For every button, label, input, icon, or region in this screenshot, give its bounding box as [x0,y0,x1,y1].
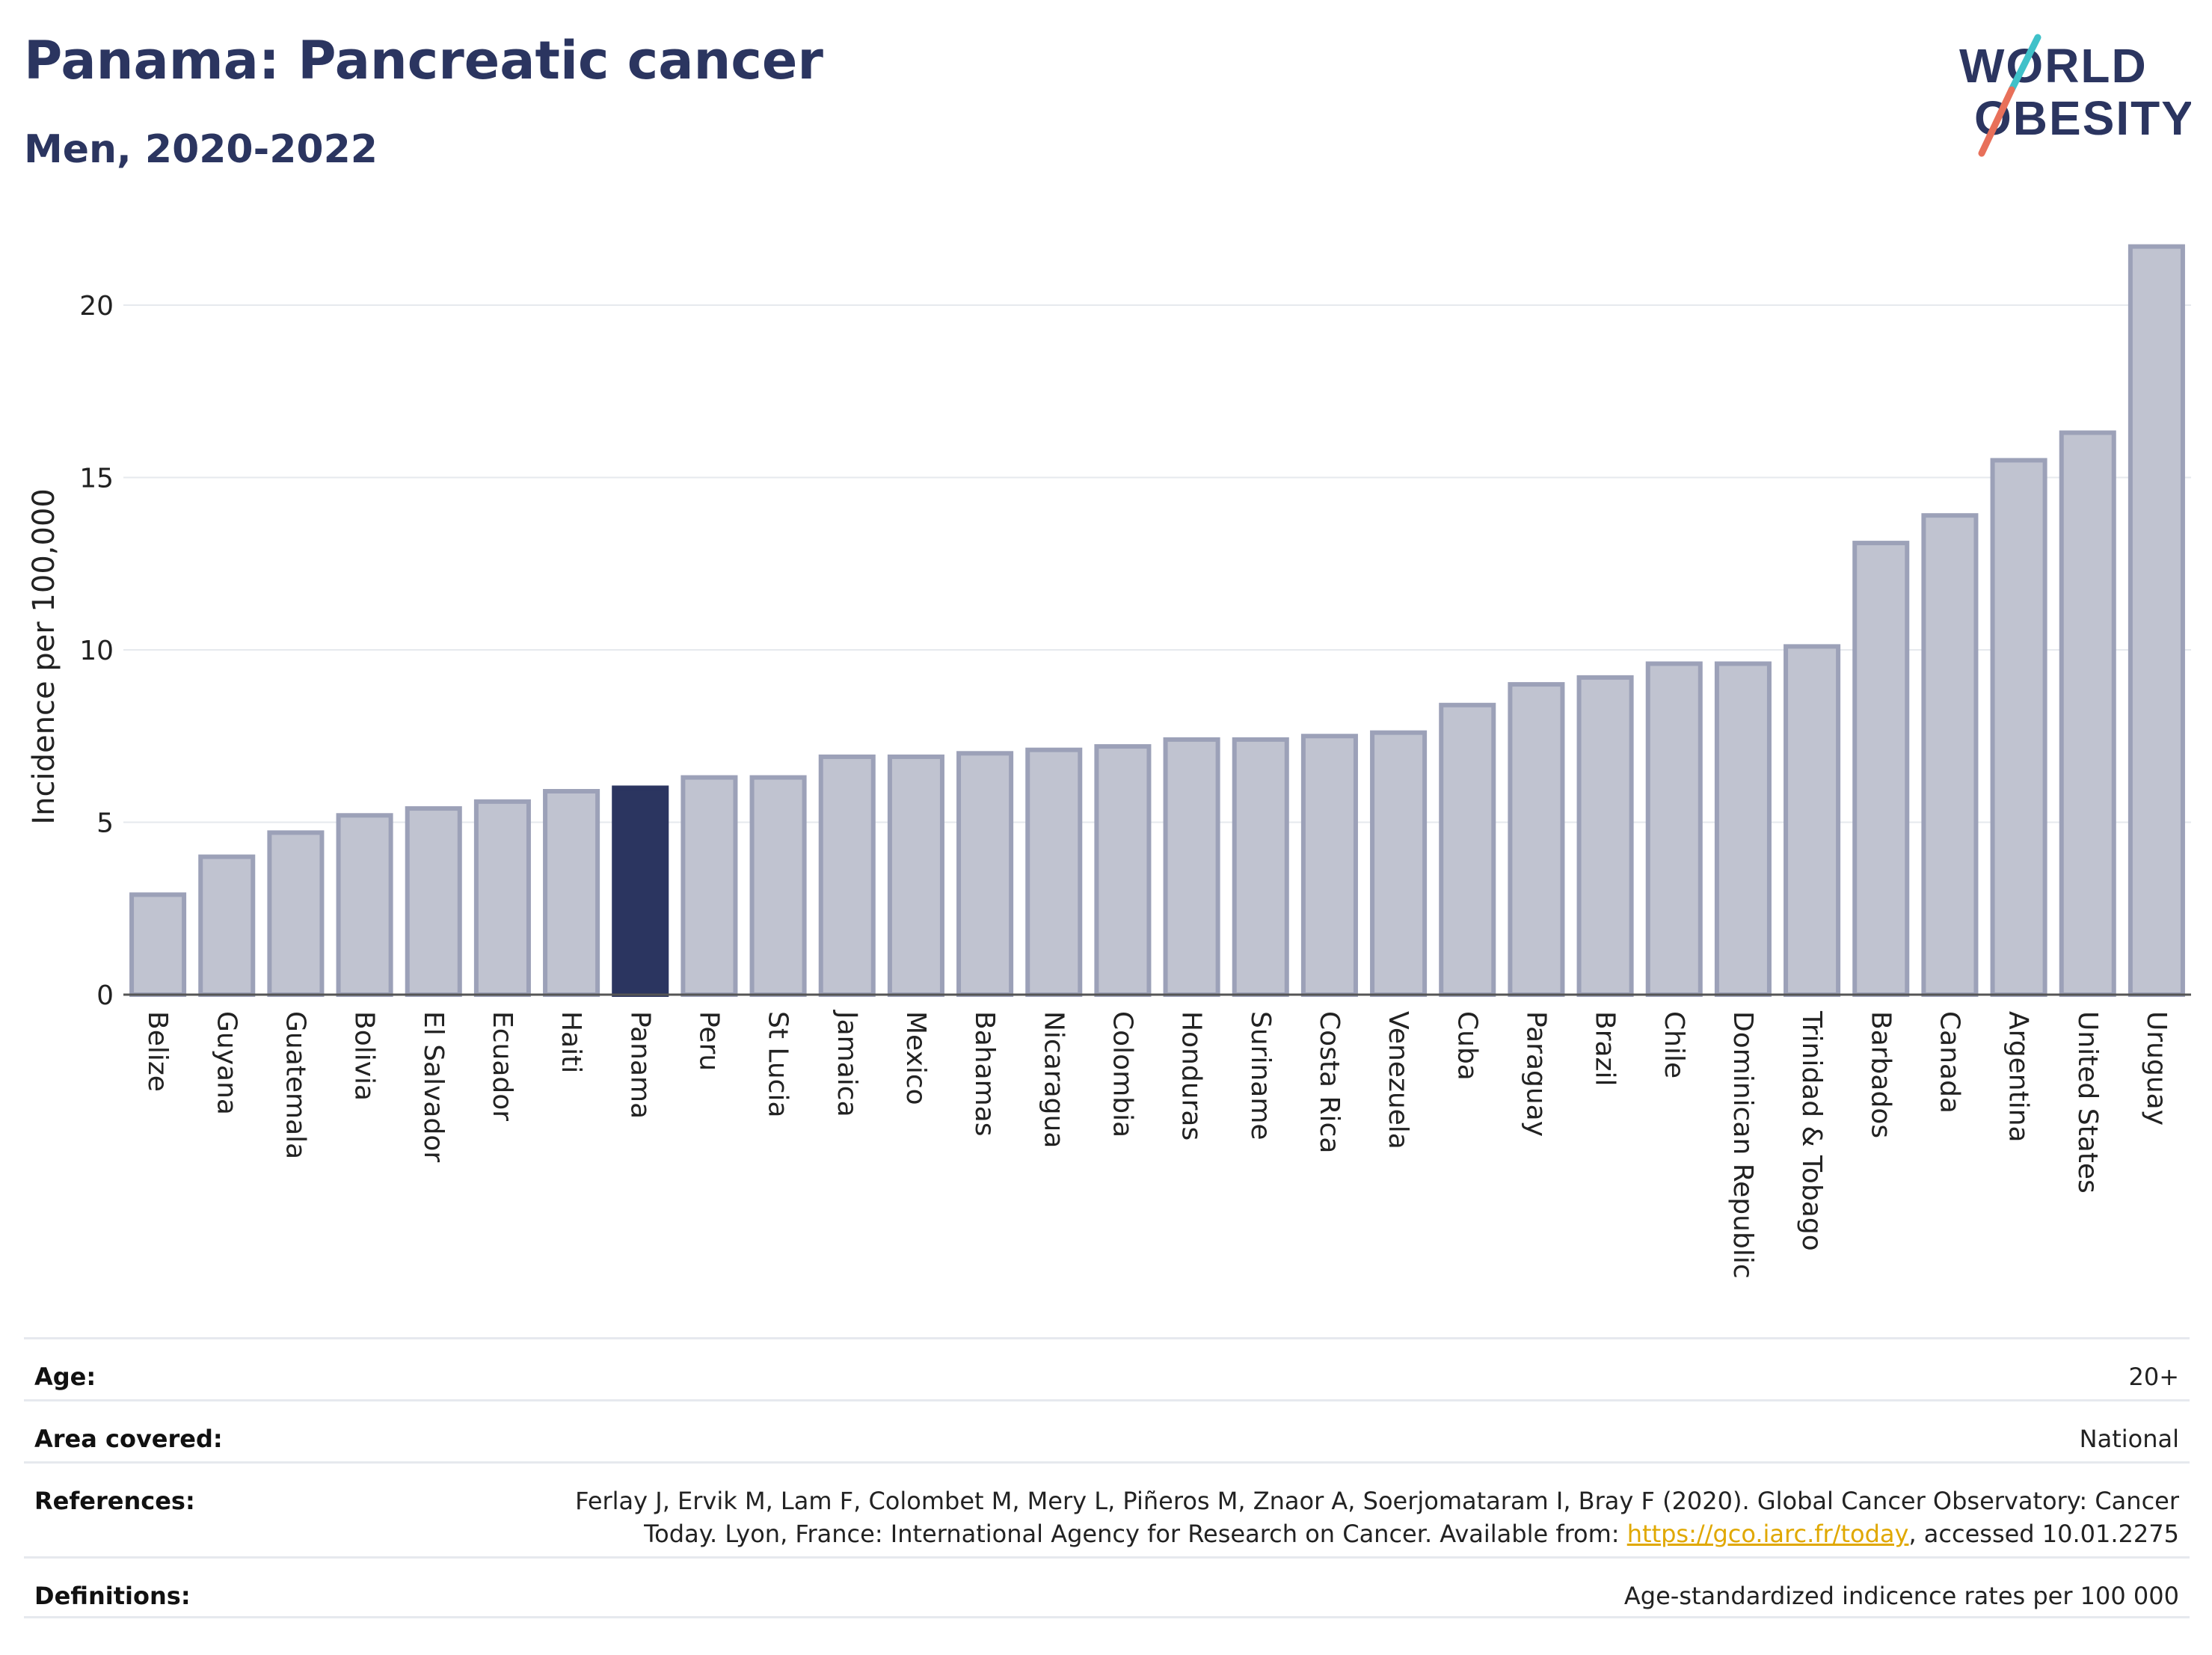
x-tick-label: Peru [693,1011,724,1071]
y-axis-label: Incidence per 100,000 [27,488,61,825]
world-obesity-logo: WORLD OBESITY [1959,34,2191,157]
references-value: Ferlay J, Ervik M, Lam F, Colombet M, Me… [575,1484,2179,1550]
bar-guyana [198,854,256,997]
x-tick-label: United States [2072,1011,2103,1194]
bar-suriname [1232,737,1289,997]
bar-ecuador [473,799,531,997]
x-tick-label: Trinidad & Tobago [1796,1010,1827,1251]
bar-canada [1921,513,1979,997]
x-tick-label: El Salvador [418,1011,449,1162]
bar-chart: 0 5 10 15 20 Belize Guyana Guatemala Bolivia El … [27,244,2191,1279]
meta-row-area: Area covered: National [24,1399,2190,1461]
x-tick-label: Suriname [1245,1011,1276,1140]
logo-slash-top [2008,34,2042,93]
logo-slash-bottom [1978,86,2015,157]
x-tick-label: Belize [142,1011,173,1092]
x-tick-label: Panama [624,1011,655,1119]
bar-peru [681,775,738,997]
x-tick-label: Bolivia [349,1011,380,1101]
x-tick-label: Mexico [900,1011,931,1105]
bar-st-lucia [749,775,807,997]
x-tick-label: Colombia [1107,1011,1137,1137]
references-text-3: , accessed 10.01.2275 [1908,1520,2179,1548]
x-tick-label: Argentina [2003,1011,2034,1143]
x-tick-label: St Lucia [763,1011,793,1118]
area-covered-label: Area covered: [34,1425,223,1453]
x-tick-label: Chile [1659,1011,1689,1078]
y-tick-label: 0 [96,980,114,1011]
bar-honduras [1163,737,1220,997]
chart-subtitle: Men, 2020-2022 [24,127,378,172]
definitions-label: Definitions: [34,1582,191,1610]
bar-uruguay [2127,244,2185,997]
x-tick-label: Bahamas [969,1011,1000,1137]
meta-row-references: References: Ferlay J, Ervik M, Lam F, Co… [24,1461,2190,1556]
references-text-1: Ferlay J, Ervik M, Lam F, Colombet M, Me… [575,1487,2179,1515]
references-label: References: [34,1487,195,1515]
bar-colombia [1094,744,1152,998]
x-tick-label: Cuba [1451,1011,1482,1081]
bar-argentina [1990,458,2047,997]
bar-barbados [1852,541,1910,997]
bar-united-states [2059,430,2116,997]
bar-belize [129,892,187,998]
x-tick-label: Canada [1934,1011,1964,1114]
x-tick-label: Honduras [1176,1011,1207,1140]
bar-panama [612,785,669,998]
definitions-value: Age-standardized indicence rates per 100… [1623,1582,2179,1610]
x-tick-label: Nicaragua [1038,1011,1069,1148]
x-tick-label: Costa Rica [1314,1011,1345,1153]
bar-guatemala [267,830,325,997]
x-axis-ticks: Belize Guyana Guatemala Bolivia El Salvador E… [142,1010,2172,1279]
bar-dominican-republic [1714,661,1772,997]
bar-venezuela [1370,730,1428,997]
grid-lines [123,304,2191,823]
x-tick-label: Dominican Republic [1727,1011,1758,1279]
x-tick-label: Guyana [211,1011,242,1115]
bar-jamaica [818,754,876,997]
x-tick-label: Uruguay [2141,1011,2172,1126]
references-text-2: Today. Lyon, France: International Agenc… [644,1520,1627,1548]
chart-title: Panama: Pancreatic cancer [24,30,823,91]
area-covered-value: National [2079,1425,2179,1453]
bar-mexico [887,754,944,997]
bar-trinidad-tobago [1784,644,1841,997]
bar-costa-rica [1300,734,1358,997]
x-tick-label: Ecuador [487,1011,517,1121]
bar-paraguay [1508,682,1565,997]
bar-nicaragua [1025,747,1083,997]
x-tick-label: Brazil [1590,1011,1620,1086]
age-value: 20+ [2128,1363,2179,1391]
x-tick-label: Barbados [1865,1011,1896,1138]
age-label: Age: [34,1363,96,1391]
bar-chile [1645,661,1703,997]
bar-bahamas [956,751,1014,997]
metadata-table: Age: 20+ Area covered: National Referenc… [24,1337,2190,1618]
bar-cuba [1439,702,1496,997]
meta-row-definitions: Definitions: Age-standardized indicence … [24,1556,2190,1618]
bar-bolivia [336,813,393,998]
x-tick-label: Haiti [556,1011,586,1073]
y-tick-label: 10 [79,636,114,666]
references-link[interactable]: https://gco.iarc.fr/today [1626,1520,1909,1548]
bar-brazil [1576,675,1634,997]
x-tick-label: Venezuela [1383,1011,1413,1149]
logo-word-world: WORLD [1959,39,2148,93]
y-tick-label: 5 [96,808,114,839]
x-tick-label: Jamaica [832,1010,862,1117]
bar-el-salvador [405,806,462,998]
bar-haiti [543,789,600,997]
meta-row-age: Age: 20+ [24,1337,2190,1399]
y-tick-label: 20 [79,291,114,322]
y-axis-ticks: 0 5 10 15 20 [79,291,114,1011]
y-tick-label: 15 [79,464,114,494]
bars [129,244,2185,998]
x-tick-label: Paraguay [1520,1011,1551,1137]
x-tick-label: Guatemala [280,1011,310,1159]
